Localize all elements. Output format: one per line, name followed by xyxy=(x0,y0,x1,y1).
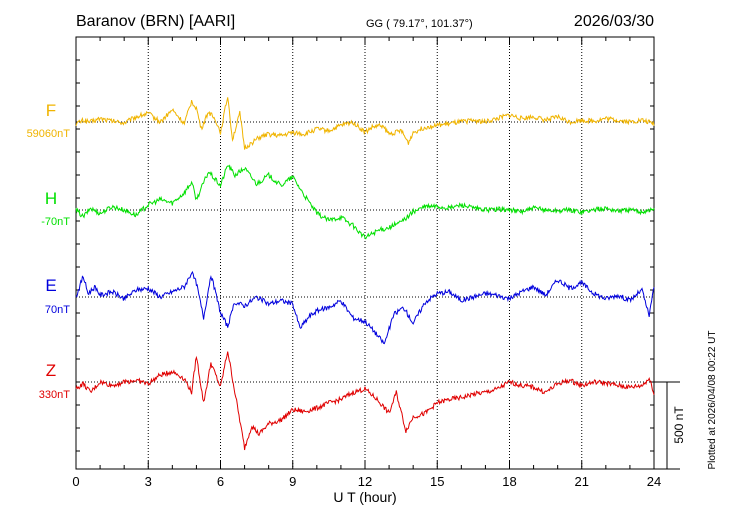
x-tick-label-6: 6 xyxy=(217,474,224,489)
series-baseline-value-Z: 330nT xyxy=(39,389,70,401)
plotted-timestamp: Plotted at 2026/04/08 00:22 UT xyxy=(707,331,718,470)
series-lines xyxy=(75,97,655,451)
x-tick-label-12: 12 xyxy=(358,474,372,489)
x-tick-label-21: 21 xyxy=(575,474,589,489)
coordinates-label: GG ( 79.17°, 101.37°) xyxy=(366,18,473,30)
station-title: Baranov (BRN) [AARI] xyxy=(76,13,235,30)
x-axis-label: U T (hour) xyxy=(333,489,396,505)
x-tick-label-9: 9 xyxy=(289,474,296,489)
series-baseline-value-H: -70nT xyxy=(41,216,70,228)
series-labels: F 59060nT H -70nT E 70nT Z 330nT xyxy=(27,101,71,401)
series-line-Z xyxy=(75,351,655,451)
x-tick-label-15: 15 xyxy=(430,474,444,489)
scale-bar-label: 500 nT xyxy=(672,406,686,444)
axis-ticks xyxy=(75,37,655,469)
series-baseline-value-F: 59060nT xyxy=(27,128,71,140)
series-baselines xyxy=(76,121,654,383)
x-tick-label-0: 0 xyxy=(72,474,79,489)
x-tick-labels: 0 3 6 9 12 15 18 21 24 xyxy=(72,474,661,489)
series-name-E: E xyxy=(45,276,56,295)
x-tick-label-18: 18 xyxy=(502,474,516,489)
series-baseline-value-E: 70nT xyxy=(45,304,70,316)
date-label: 2026/03/30 xyxy=(574,13,654,30)
series-line-E xyxy=(75,270,655,345)
x-tick-label-24: 24 xyxy=(647,474,661,489)
scale-bar xyxy=(654,381,680,470)
series-name-H: H xyxy=(45,189,57,208)
series-line-F xyxy=(75,97,655,150)
x-tick-label-3: 3 xyxy=(145,474,152,489)
vertical-gridlines xyxy=(147,37,583,469)
series-name-Z: Z xyxy=(46,361,56,380)
series-line-H xyxy=(75,164,655,240)
series-name-F: F xyxy=(46,101,56,120)
